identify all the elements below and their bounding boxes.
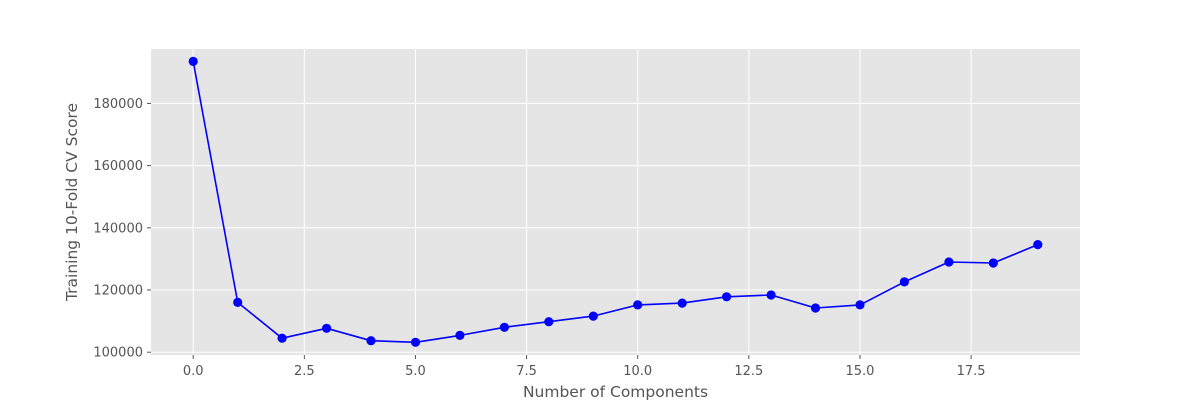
x-tick-label: 0.0 [183, 364, 204, 379]
plot-area [151, 49, 1080, 355]
data-point [410, 337, 421, 347]
data-point [588, 311, 598, 321]
x-tick-label: 7.5 [516, 364, 537, 379]
y-axis-ticks: 100000 120000 140000 160000 180000 [93, 97, 151, 361]
y-tick-label: 160000 [93, 159, 143, 174]
x-tick-label: 15.0 [845, 364, 874, 379]
y-tick-label: 100000 [93, 346, 143, 361]
data-point [722, 292, 732, 302]
x-tick-label: 17.5 [957, 364, 986, 379]
data-point [1033, 240, 1043, 250]
x-axis-ticks: 0.0 2.5 5.0 7.5 10.0 12.5 15.0 17.5 [183, 355, 986, 379]
grid-lines [151, 49, 1080, 355]
data-point [277, 333, 287, 343]
data-point [988, 258, 998, 268]
x-tick-label: 10.0 [623, 364, 652, 379]
x-tick-label: 5.0 [405, 364, 426, 379]
data-point [233, 297, 243, 307]
x-axis-title: Number of Components [523, 383, 708, 400]
data-point [499, 322, 509, 332]
series-line [192, 61, 1039, 344]
data-point [366, 336, 376, 346]
y-axis-title: Training 10-Fold CV Score [63, 103, 81, 302]
x-tick-label: 12.5 [734, 364, 763, 379]
data-point [855, 300, 865, 310]
series-layer [188, 56, 1043, 347]
data-point [810, 303, 821, 313]
data-point [322, 323, 332, 333]
data-point [544, 317, 554, 327]
data-point [944, 257, 954, 267]
data-point [766, 290, 776, 300]
data-point [633, 300, 643, 310]
data-point [188, 56, 198, 66]
x-tick-label: 2.5 [294, 364, 315, 379]
y-tick-label: 180000 [93, 97, 143, 112]
data-point [677, 298, 687, 308]
data-point [899, 277, 910, 287]
data-point [455, 330, 465, 340]
y-tick-label: 140000 [93, 221, 143, 236]
y-tick-label: 120000 [93, 284, 143, 299]
